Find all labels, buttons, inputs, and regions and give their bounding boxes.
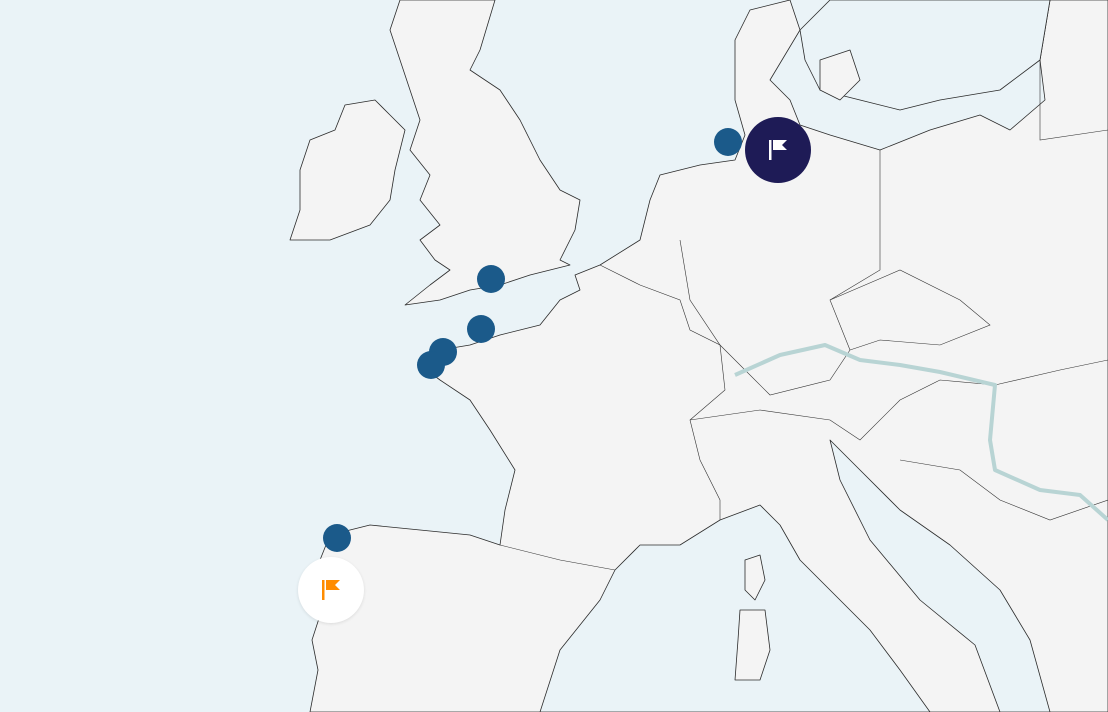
sardinia	[734, 609, 771, 681]
border-poland	[1039, 60, 1108, 141]
flag-icon	[322, 580, 340, 600]
ireland	[289, 99, 406, 241]
zealand	[819, 49, 861, 101]
route-point-marker[interactable]	[417, 351, 445, 379]
route-point-marker[interactable]	[467, 315, 495, 343]
route-point-marker[interactable]	[714, 128, 742, 156]
destination-marker[interactable]	[745, 117, 811, 183]
mediterranean-sea	[539, 504, 931, 712]
border-balkans	[899, 459, 1108, 521]
flag-icon	[769, 140, 787, 160]
border-france-spain	[499, 544, 616, 571]
border-alps	[689, 359, 1108, 441]
danube-river	[734, 343, 1108, 522]
baltic-sea	[799, 0, 1051, 111]
border-france-east	[599, 264, 726, 520]
corsica	[744, 554, 766, 601]
border-czech	[829, 269, 991, 351]
border-germany	[679, 150, 881, 396]
adriatic-sea	[829, 439, 1051, 712]
great-britain	[389, 0, 581, 306]
route-point-marker[interactable]	[323, 524, 351, 552]
origin-marker[interactable]	[298, 557, 364, 623]
route-point-marker[interactable]	[477, 265, 505, 293]
